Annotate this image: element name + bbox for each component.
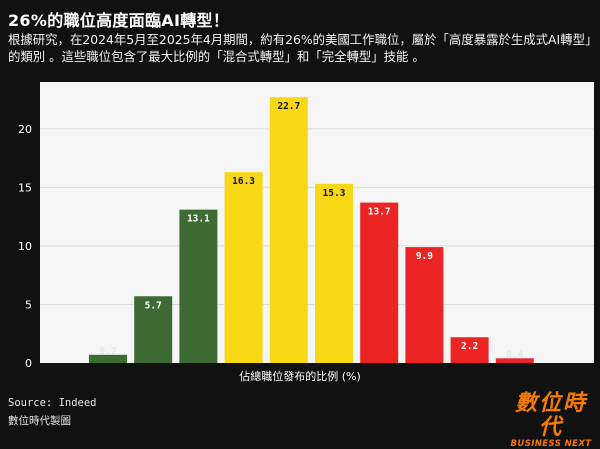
bar [495,358,534,363]
bar [224,172,263,363]
bar-value-label: 13.7 [368,207,391,218]
y-tick-label: 20 [18,123,32,136]
bar [134,296,173,363]
chart-subtitle: 根據研究，在2024年5月至2025年4月期間，約有26%的美國工作職位，屬於「… [8,32,592,64]
logo-subtitle: BUSINESS NEXT [510,439,592,449]
bar-value-label: 22.7 [277,101,300,112]
bar-value-label: 15.3 [323,188,346,199]
bar-chart: 0.7 5.7 13.1 16.3 22.7 15.3 13.7 9.9 2.2 0.4 0 5 10… [18,82,594,383]
logo-wordmark: 數位時代 [514,391,587,440]
bar-value-label: 5.7 [145,300,162,311]
bar-value-label: 16.3 [232,176,255,187]
bar-value-label: 9.9 [416,251,433,262]
bar [450,337,489,363]
y-tick-label: 15 [18,181,32,194]
bar [179,209,218,363]
bar [360,202,399,363]
y-tick-label: 0 [25,357,32,370]
bar-value-label: 13.1 [187,214,210,225]
bar [315,183,353,363]
chart-title: 26%的職位高度面臨AI轉型！ [8,11,230,30]
source-note: Source: Indeed [8,397,97,409]
y-tick-label: 5 [25,298,32,311]
bar-value-label: 0.7 [99,346,116,357]
bar-value-label: 0.4 [506,349,523,360]
x-axis-label: 佔總職位發布的比例 (%) [239,369,361,383]
credit-note: 數位時代製圖 [8,415,71,427]
bar [89,354,127,363]
bar [269,97,308,364]
y-tick-label: 10 [18,240,32,253]
bar-value-label: 2.2 [461,341,478,352]
bar [405,247,444,363]
brand-logo: 數位時代 BUSINESS NEXT [508,392,594,449]
